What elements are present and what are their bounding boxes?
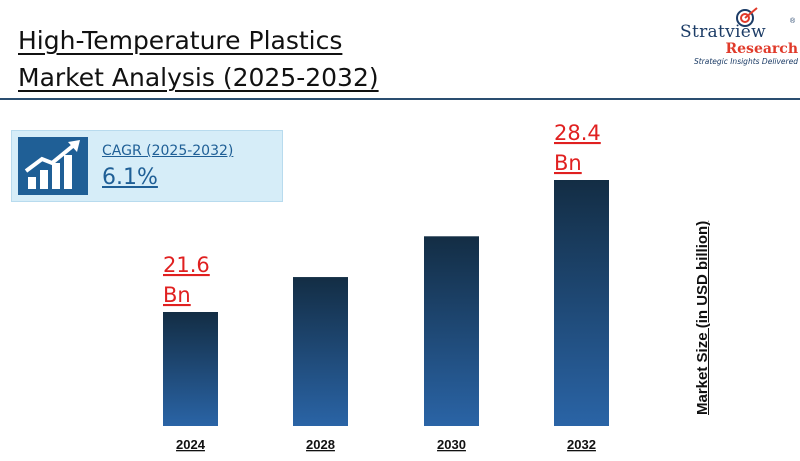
cagr-label: CAGR (2025-2032) — [102, 143, 234, 159]
x-tick-label-2028: 2028 — [306, 437, 335, 452]
value-callout-2032-line-2: Bn — [554, 151, 582, 175]
bar-2024 — [163, 312, 218, 426]
y-axis-label: Market Size (in USD billion) — [694, 220, 711, 415]
logo-sub: Research — [725, 41, 798, 57]
bar-2032 — [554, 180, 609, 426]
stratview-logo: Stratview ® Research Strategic Insights … — [672, 6, 800, 68]
cagr-value: 6.1% — [102, 165, 158, 190]
bar-2028 — [293, 277, 348, 426]
logo-tagline: Strategic Insights Delivered — [693, 57, 798, 66]
title-line-2: Market Analysis (2025-2032) — [18, 63, 379, 92]
value-callout-2024-line-2: Bn — [163, 283, 191, 307]
logo-target-icon — [736, 7, 758, 27]
page-title: High-Temperature Plastics Market Analysi… — [18, 22, 488, 96]
bar-2030 — [424, 236, 479, 426]
x-tick-label-2030: 2030 — [437, 437, 466, 452]
growth-chart-icon — [18, 137, 88, 195]
logo-registered-mark: ® — [790, 18, 796, 25]
value-callout-2024-line-1: 21.6 — [163, 253, 210, 277]
title-line-1: High-Temperature Plastics — [18, 26, 343, 55]
cagr-box: CAGR (2025-2032) 6.1% — [11, 130, 283, 202]
value-callout-2032-line-1: 28.4 — [554, 121, 601, 145]
x-tick-label-2032: 2032 — [567, 437, 596, 452]
header-divider — [0, 98, 800, 100]
logo-name: Stratview — [680, 22, 766, 42]
x-tick-label-2024: 2024 — [176, 437, 206, 452]
